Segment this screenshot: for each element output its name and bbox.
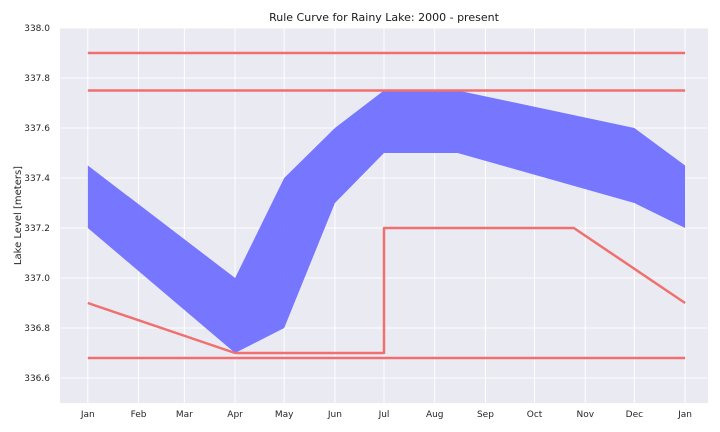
y-tick-label: 337.0 <box>24 274 50 284</box>
y-tick-label: 337.2 <box>24 224 50 234</box>
y-tick-labels: 336.6 336.8 337.0 337.2 337.4 337.6 337.8 338.0 <box>24 24 50 384</box>
y-tick-label: 337.8 <box>24 74 50 84</box>
x-tick-label: Apr <box>227 410 243 420</box>
y-tick-label: 336.6 <box>24 374 50 384</box>
y-tick-label: 337.6 <box>24 124 50 134</box>
y-tick-label: 338.0 <box>24 24 50 34</box>
x-tick-label: Aug <box>426 410 444 420</box>
x-tick-label: Jun <box>327 410 342 420</box>
x-tick-label: Jul <box>378 410 390 420</box>
y-tick-label: 337.4 <box>24 174 50 184</box>
y-axis-label: Lake Level [meters] <box>13 166 24 265</box>
x-tick-label: Mar <box>176 410 193 420</box>
x-tick-label: Feb <box>131 410 147 420</box>
x-tick-label: May <box>275 410 294 420</box>
x-tick-labels: Jan Feb Mar Apr May Jun Jul Aug Sep Oct Nov Dec Jan <box>80 410 692 420</box>
chart-title: Rule Curve for Rainy Lake: 2000 - presen… <box>269 11 499 24</box>
x-tick-label: Nov <box>576 410 594 420</box>
y-tick-label: 336.8 <box>24 324 50 334</box>
x-tick-label: Jan <box>677 410 692 420</box>
x-tick-label: Dec <box>626 410 643 420</box>
x-tick-label: Oct <box>527 410 543 420</box>
x-tick-label: Jan <box>80 410 95 420</box>
x-tick-label: Sep <box>477 410 494 420</box>
range-band <box>87 90 686 353</box>
rule-line <box>87 226 686 355</box>
band-area <box>87 90 686 353</box>
rule-lines <box>87 51 686 360</box>
